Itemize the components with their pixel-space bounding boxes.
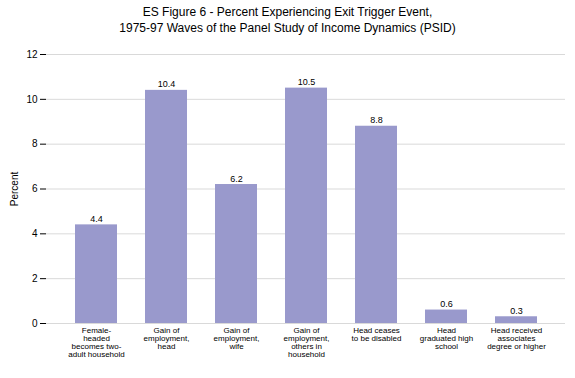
svg-text:8.8: 8.8 bbox=[370, 115, 383, 125]
svg-text:4.4: 4.4 bbox=[90, 214, 103, 224]
html-text:ES Figure 6 - Percent Experien: ES Figure 6 - Percent Experiencing Exit … bbox=[119, 5, 456, 35]
svg-text:10.5: 10.5 bbox=[298, 77, 316, 87]
svg-text:0.6: 0.6 bbox=[440, 299, 453, 309]
svg-text:Head receivedassociatesdegree: Head receivedassociatesdegree or higher bbox=[487, 326, 546, 351]
svg-text:10.4: 10.4 bbox=[158, 80, 176, 90]
svg-text:Gain ofemployment,wife: Gain ofemployment,wife bbox=[214, 326, 260, 351]
svg-text:0.3: 0.3 bbox=[510, 306, 523, 316]
svg-text:4: 4 bbox=[32, 228, 38, 239]
svg-text:Gain ofemployment,head: Gain ofemployment,head bbox=[144, 326, 190, 351]
svg-text:Headgraduated highschool: Headgraduated highschool bbox=[420, 326, 473, 351]
svg-text:6.2: 6.2 bbox=[230, 174, 243, 184]
svg-text:Female-headedbecomes two-adult: Female-headedbecomes two-adult household bbox=[68, 326, 125, 359]
svg-text:12: 12 bbox=[26, 49, 38, 60]
svg-text:2: 2 bbox=[32, 273, 38, 284]
svg-text:Head ceasesto be disabled: Head ceasesto be disabled bbox=[352, 326, 402, 343]
svg-text:10: 10 bbox=[26, 94, 38, 105]
svg-text:Gain ofemployment,others inhou: Gain ofemployment,others inhousehold bbox=[284, 326, 330, 359]
svg-text:8: 8 bbox=[32, 139, 38, 150]
svg-text:Percent: Percent bbox=[9, 172, 20, 207]
svg-text:0: 0 bbox=[32, 318, 38, 329]
svg-text:6: 6 bbox=[32, 183, 38, 194]
